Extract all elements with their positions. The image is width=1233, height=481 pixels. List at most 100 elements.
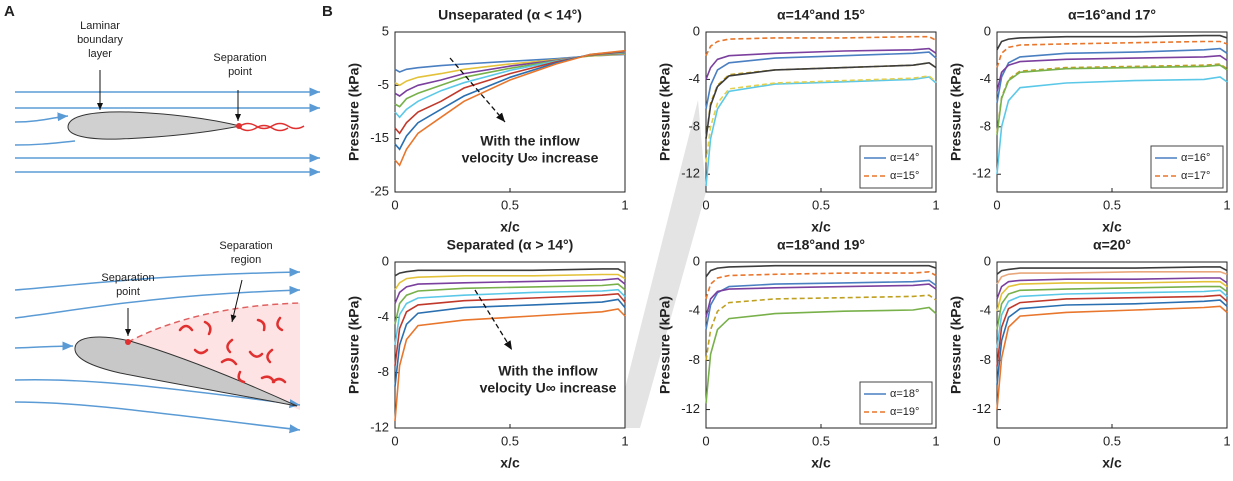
annotation: Laminar [80,20,120,32]
y-tick-label: 5 [382,23,389,38]
x-tick-label: 0 [993,433,1000,448]
y-tick-label: 0 [693,253,700,268]
annotation: boundary [77,34,123,46]
data-line [996,277,1228,300]
data-line [705,76,937,187]
data-line [705,270,937,300]
data-line [996,34,1228,51]
annotation: point [228,66,252,78]
x-axis-label: x/c [500,455,520,471]
data-line [394,288,626,346]
data-line [996,40,1228,68]
x-tick-label: 0.5 [812,197,830,212]
y-tick-label: -8 [688,352,700,367]
data-line [996,305,1228,410]
x-tick-label: 0.5 [501,433,519,448]
x-tick-label: 0 [702,433,709,448]
y-tick-label: -15 [370,130,389,145]
y-tick-label: -8 [979,352,991,367]
legend-label: α=19° [890,406,919,418]
data-line [394,268,626,277]
y-tick-label: -12 [681,401,700,416]
y-tick-label: 0 [382,253,389,268]
x-axis-label: x/c [1102,219,1122,235]
data-line [705,306,937,404]
x-tick-label: 0 [993,197,1000,212]
data-line [996,271,1228,285]
legend-label: α=16° [1181,152,1210,164]
y-axis-label: Pressure (kPa) [657,63,673,161]
data-line [394,283,626,325]
trend-arrow [449,57,506,123]
airfoil [67,111,241,140]
data-line [394,273,626,291]
legend-label: α=15° [890,170,919,182]
trend-arrow [474,289,513,351]
x-tick-label: 0.5 [812,433,830,448]
x-tick-label: 1 [621,433,628,448]
y-tick-label: -12 [370,419,389,434]
data-line [705,35,937,57]
legend-label: α=17° [1181,170,1210,182]
vortices [178,316,287,384]
x-tick-label: 1 [932,197,939,212]
data-line [705,47,937,80]
y-tick-label: 0 [984,253,991,268]
separation-boundary [127,302,301,343]
airfoil [74,336,298,407]
data-line [996,280,1228,312]
data-line [394,277,626,304]
legend [1150,145,1224,189]
chart-title: α=14°and 15° [777,7,865,23]
annotation: region [231,254,262,266]
y-axis-label: Pressure (kPa) [346,296,362,394]
y-tick-label: 0 [693,23,700,38]
y-tick-label: -12 [972,401,991,416]
wake [239,122,305,132]
x-axis-label: x/c [811,219,831,235]
annotation: With the inflow [480,133,580,149]
x-axis-label: x/c [500,219,520,235]
y-tick-label: -4 [688,71,700,86]
data-line [394,49,626,167]
data-line [705,283,937,318]
panel-label: A [4,3,15,20]
x-tick-label: 0 [391,433,398,448]
annotation: Separation [213,52,266,64]
annotation: Separation [101,272,154,284]
zoom-wedge [615,100,706,428]
y-tick-label: -4 [979,303,991,318]
x-tick-label: 1 [932,433,939,448]
data-line [996,47,1228,104]
data-line [394,292,626,366]
annotation: point [116,286,140,298]
y-axis-label: Pressure (kPa) [948,63,964,161]
chart-title: Unseparated (α < 14°) [438,7,582,23]
data-line [996,294,1228,367]
legend-label: α=14° [890,152,919,164]
y-axis-label: Pressure (kPa) [657,296,673,394]
x-tick-label: 1 [1223,197,1230,212]
x-tick-label: 0 [391,197,398,212]
separation-region [128,303,300,410]
top-diagram [14,87,320,177]
x-axis-label: x/c [1102,455,1122,471]
x-tick-label: 0.5 [1103,433,1121,448]
annotation: With the inflow [498,363,598,379]
chart-title: α=20° [1093,237,1131,253]
data-line [394,298,626,387]
data-line [705,51,937,110]
legend-label: α=18° [890,388,919,400]
panel-label: B [322,3,333,20]
y-tick-label: -4 [688,303,700,318]
data-line [705,75,937,163]
x-axis-label: x/c [811,455,831,471]
y-tick-label: 0 [984,23,991,38]
chart-title: Separated (α > 14°) [447,237,574,253]
annotation: Separation [219,240,272,252]
separation-dot [236,123,242,129]
data-line [996,299,1228,386]
legend [859,145,933,189]
y-tick-label: -4 [979,71,991,86]
y-tick-label: -5 [377,77,389,92]
